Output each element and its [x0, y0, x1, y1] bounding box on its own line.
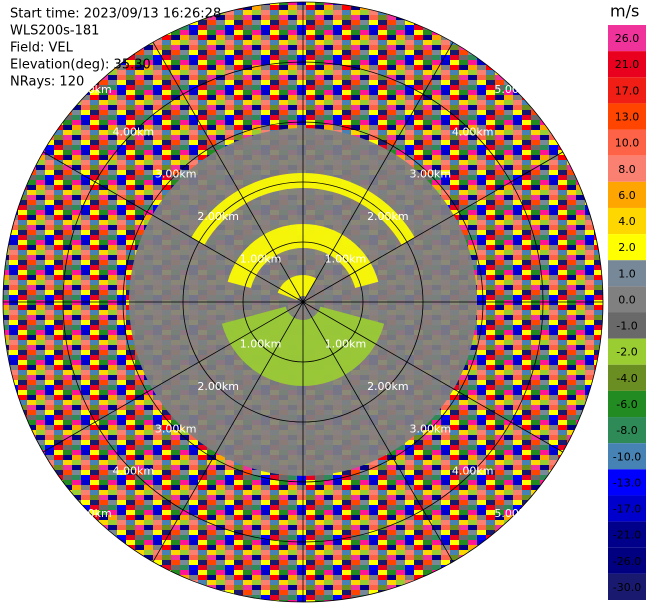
colorbar-box: [608, 234, 646, 261]
range-label: 5.00km: [494, 507, 536, 520]
range-label: 3.00km: [409, 422, 451, 435]
range-label: 3.00km: [155, 422, 197, 435]
header-line: Elevation(deg): 35.30: [10, 58, 151, 73]
colorbar-box: [608, 390, 646, 418]
colorbar-label: -8.0: [616, 424, 637, 437]
range-ring: [122, 121, 484, 483]
header-line: NRays: 120: [10, 75, 84, 90]
colorbar-label: 13.0: [615, 110, 640, 123]
colorbar-box: [608, 364, 646, 391]
colorbar-box: [608, 51, 646, 78]
range-label: 4.00km: [113, 125, 155, 138]
colorbar-label: 4.0: [618, 215, 636, 228]
velocity-region: [227, 223, 379, 289]
range-label: 4.00km: [452, 125, 494, 138]
range-ring: [182, 181, 424, 423]
colorbar-label: 26.0: [615, 32, 640, 45]
range-ring: [62, 61, 544, 543]
colorbar-label: 17.0: [615, 84, 640, 97]
range-label: 2.00km: [367, 210, 409, 223]
colorbar-box: [608, 443, 646, 470]
range-label: 1.00km: [240, 253, 282, 266]
range-label: 5.00km: [494, 83, 536, 96]
spoke: [152, 41, 454, 563]
colorbar-box: [608, 25, 646, 52]
colorbar-box: [608, 103, 646, 130]
colorbar-label: -10.0: [613, 450, 641, 463]
colorbar-label: -30.0: [613, 581, 641, 594]
colorbar-label: 8.0: [618, 163, 636, 176]
header-line: Field: VEL: [10, 41, 74, 56]
range-label: 4.00km: [452, 465, 494, 478]
colorbar-label: 10.0: [615, 137, 640, 150]
velocity-region: [277, 275, 317, 300]
colorbar-box: [608, 312, 646, 339]
colorbar-label: -13.0: [613, 476, 641, 489]
range-label: 5.00km: [70, 83, 112, 96]
range-label: 1.00km: [325, 253, 367, 266]
colorbar-box: [608, 417, 646, 444]
range-label: 5.00km: [70, 507, 112, 520]
colorbar-box: [608, 521, 646, 548]
colorbar-box: [608, 469, 646, 496]
range-label: 1.00km: [240, 337, 282, 350]
colorbar-label: 2.0: [618, 241, 636, 254]
colorbar-box: [608, 573, 646, 600]
range-ring: [242, 241, 364, 363]
colorbar-box: [608, 286, 646, 313]
colorbar-box: [608, 338, 646, 365]
colorbar-box: [608, 129, 646, 156]
colorbar-box: [608, 207, 646, 235]
colorbar-title: m/s: [610, 2, 639, 21]
colorbar-label: 6.0: [618, 189, 636, 202]
colorbar-label: -21.0: [613, 529, 641, 542]
colorbar-label: -4.0: [616, 372, 637, 385]
range-label: 3.00km: [409, 168, 451, 181]
colorbar-label: -6.0: [616, 398, 637, 411]
colorbar-label: 0.0: [618, 293, 636, 306]
range-label: 2.00km: [367, 380, 409, 393]
colorbar-label: 21.0: [615, 58, 640, 71]
range-label: 4.00km: [113, 465, 155, 478]
header-line: WLS200s-181: [10, 24, 99, 39]
colorbar-box: [608, 77, 646, 104]
colorbar-box: [608, 495, 646, 522]
colorbar-label: 1.0: [618, 267, 636, 280]
velocity-region: [191, 173, 415, 245]
colorbar-box: [608, 181, 646, 208]
colorbar-box: [608, 155, 646, 182]
range-label: 1.00km: [325, 337, 367, 350]
range-label: 2.00km: [197, 380, 239, 393]
colorbar-box: [608, 547, 646, 574]
range-label: 2.00km: [197, 210, 239, 223]
colorbar-label: -1.0: [616, 320, 637, 333]
colorbar-box: [608, 260, 646, 287]
header-line: Start time: 2023/09/13 16:26:28: [10, 7, 221, 22]
range-ring: [2, 1, 604, 603]
colorbar-label: -17.0: [613, 503, 641, 516]
range-label: 3.00km: [155, 168, 197, 181]
colorbar-label: -26.0: [613, 555, 641, 568]
colorbar-label: -2.0: [616, 346, 637, 359]
